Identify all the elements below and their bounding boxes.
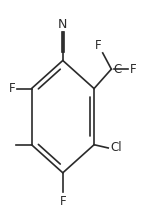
Text: F: F: [60, 195, 66, 208]
Text: F: F: [130, 63, 136, 76]
Text: Cl: Cl: [110, 141, 122, 154]
Text: F: F: [9, 82, 15, 95]
Text: N: N: [58, 18, 68, 31]
Text: F: F: [95, 39, 102, 52]
Text: C: C: [113, 63, 122, 76]
